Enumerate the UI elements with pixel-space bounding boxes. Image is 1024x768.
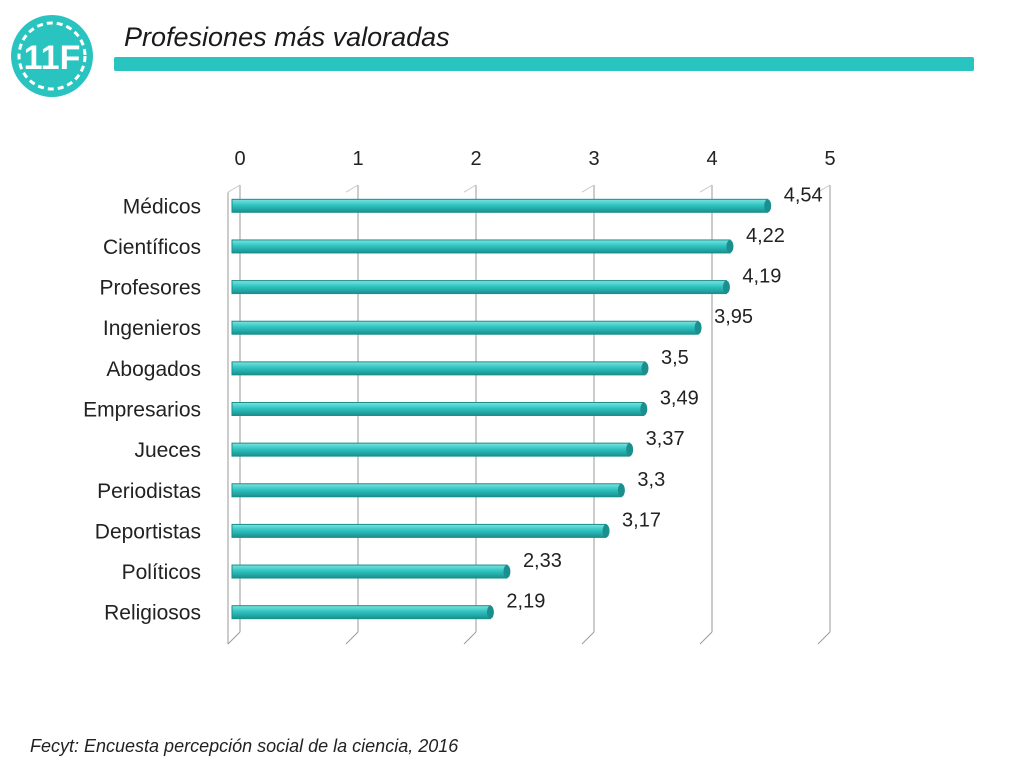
category-label: Deportistas (95, 520, 201, 543)
category-label: Médicos (123, 195, 201, 218)
bar (231, 320, 699, 335)
category-label: Empresarios (83, 399, 201, 422)
category-label: Jueces (134, 439, 201, 462)
category-label: Religiosos (104, 602, 201, 625)
x-axis-ticks: 0 1 2 3 4 5 (234, 148, 835, 170)
logo: 11F (11, 15, 93, 97)
value-label: 3,95 (714, 306, 753, 328)
gridline-floor (699, 631, 713, 645)
bar (231, 280, 727, 295)
value-label: 2,33 (523, 550, 562, 572)
gridline-top (345, 184, 359, 193)
gridline-floor (817, 631, 831, 645)
value-label: 3,3 (637, 469, 665, 491)
bar-end-cap (486, 605, 494, 619)
x-tick-label: 1 (352, 148, 363, 170)
category-labels: Médicos Científicos Profesores Ingenieros Ab… (83, 195, 201, 624)
value-labels: 4,54 4,22 4,19 3,95 3,5 3,49 3,37 3,3 3,17 2,33 2,… (506, 184, 822, 612)
x-tick-label: 5 (824, 148, 835, 170)
x-tick-label: 3 (588, 148, 599, 170)
gridline-floor (581, 631, 595, 645)
bar (231, 483, 622, 498)
gridline-top (463, 184, 477, 193)
gridline-top (699, 184, 713, 193)
gridline-floor (463, 631, 477, 645)
bar-end-cap (617, 483, 625, 497)
logo-ring (17, 21, 87, 91)
bar (231, 605, 491, 620)
source-note: Fecyt: Encuesta percepción social de la … (30, 736, 459, 756)
category-label: Científicos (103, 236, 201, 259)
value-label: 3,17 (622, 509, 661, 531)
bar-end-cap (722, 280, 730, 294)
category-label: Profesores (99, 277, 201, 300)
category-label: Ingenieros (103, 317, 201, 340)
value-label: 2,19 (506, 591, 545, 613)
gridline-top (581, 184, 595, 193)
gridline-top (227, 184, 241, 193)
page-title: Profesiones más valoradas (124, 22, 450, 52)
x-tick-label: 0 (234, 148, 245, 170)
gridline-floor (345, 631, 359, 645)
category-label: Abogados (106, 358, 201, 381)
bar-end-cap (764, 199, 772, 213)
logo-text: 11F (24, 39, 81, 77)
bars (231, 198, 772, 620)
value-label: 3,49 (660, 388, 699, 410)
bar (231, 402, 645, 416)
value-label: 4,19 (742, 266, 781, 288)
bar-end-cap (626, 443, 634, 457)
bar-end-cap (640, 402, 648, 416)
gridline-top (817, 184, 831, 193)
gridline-floor (227, 631, 241, 645)
category-label: Políticos (122, 561, 201, 584)
bar (231, 564, 508, 579)
category-label: Periodistas (97, 480, 201, 503)
value-label: 3,37 (646, 428, 685, 450)
x-tick-label: 4 (706, 148, 717, 170)
logo-circle (11, 15, 93, 97)
bar-end-cap (503, 565, 511, 579)
x-tick-label: 2 (470, 148, 481, 170)
value-label: 3,5 (661, 347, 689, 369)
title-underline-bar (114, 57, 974, 71)
bar (231, 442, 631, 457)
bar-end-cap (602, 524, 610, 538)
bar (231, 239, 731, 254)
bar (231, 523, 607, 538)
value-label: 4,22 (746, 225, 785, 247)
bar-end-cap (641, 361, 649, 375)
value-label: 4,54 (784, 184, 823, 206)
bar (231, 361, 646, 376)
bar (231, 198, 769, 213)
bar-end-cap (726, 239, 734, 253)
bar-end-cap (694, 321, 702, 335)
